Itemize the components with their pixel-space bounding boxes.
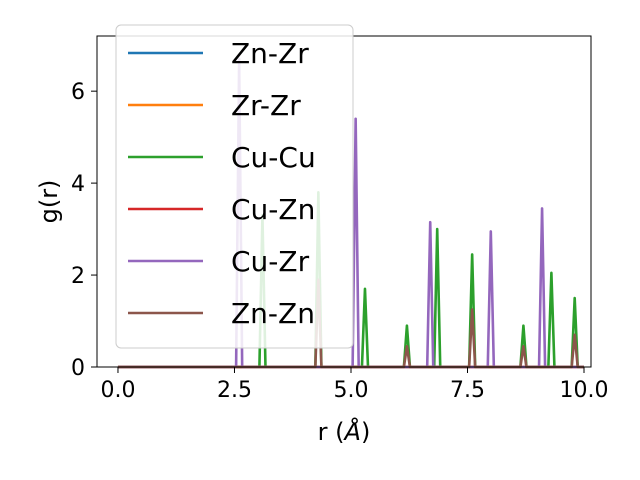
legend-entry-cu-zn: Cu-Zn (128, 193, 315, 226)
legend-entry-zn-zn: Zn-Zn (128, 297, 315, 330)
x-tick-label: 7.5 (450, 378, 485, 403)
y-axis-label: g(r) (35, 180, 63, 224)
legend-label: Cu-Zr (231, 245, 310, 278)
legend-entry-zr-zr: Zr-Zr (128, 89, 301, 122)
legend-entry-zn-zr: Zn-Zr (128, 37, 309, 70)
y-tick-label: 4 (71, 172, 85, 197)
x-axis-label: r (Å) (318, 417, 371, 446)
x-tick-label: 5.0 (333, 378, 368, 403)
legend-label: Cu-Zn (231, 193, 315, 226)
x-tick-label: 0.0 (100, 378, 135, 403)
y-axis: 0 2 4 6 (71, 80, 97, 381)
y-tick-label: 2 (71, 264, 85, 289)
legend-label: Cu-Cu (231, 141, 316, 174)
legend-entry-cu-cu: Cu-Cu (128, 141, 316, 174)
y-tick-label: 0 (71, 356, 85, 381)
x-axis: 0.0 2.5 5.0 7.5 10.0 (100, 367, 609, 403)
x-tick-label: 2.5 (217, 378, 252, 403)
y-tick-label: 6 (71, 80, 85, 105)
legend-label: Zn-Zn (231, 297, 315, 330)
legend-label: Zr-Zr (231, 89, 301, 122)
legend-entry-cu-zr: Cu-Zr (128, 245, 310, 278)
legend: Zn-Zr Zr-Zr Cu-Cu Cu-Zn Cu-Zr Zn-Zn (115, 24, 354, 349)
legend-label: Zn-Zr (231, 37, 309, 70)
x-tick-label: 10.0 (560, 378, 609, 403)
